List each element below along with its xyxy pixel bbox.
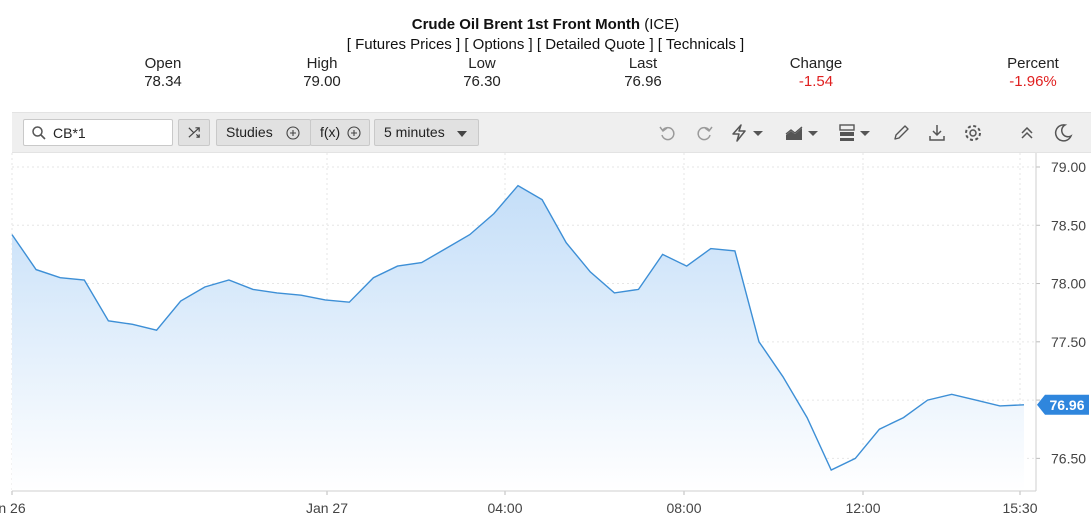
stat-label: Last — [628, 55, 658, 72]
x-tick-label: 15:30 — [1002, 500, 1037, 516]
last-price-badge — [1037, 394, 1089, 415]
price-line — [11, 184, 1025, 471]
functions-label: f(x) — [320, 124, 341, 140]
stat-value: -1.54 — [798, 73, 834, 90]
exchange-label: (ICE) — [644, 16, 680, 33]
download-icon[interactable] — [927, 123, 947, 143]
redo-icon[interactable] — [694, 123, 714, 143]
y-tick-label: 78.50 — [1051, 217, 1086, 233]
theme-icon[interactable] — [1053, 123, 1073, 143]
y-tick-label: 76.50 — [1051, 450, 1086, 466]
x-tick-label: 12:00 — [845, 500, 880, 516]
search-icon — [32, 126, 46, 140]
interval-label: 5 minutes — [384, 124, 445, 140]
x-tick-label: 04:00 — [487, 500, 522, 516]
last-price-tag: 76.96 — [1037, 394, 1089, 415]
x-tick-label: 08:00 — [666, 500, 701, 516]
quote-links: [ Futures Prices ] [ Options ] [ Detaile… — [0, 36, 1091, 53]
functions-button[interactable]: f(x) — [310, 119, 370, 146]
instrument-title: Crude Oil Brent 1st Front Month (ICE) — [0, 16, 1091, 33]
compare-button[interactable] — [178, 119, 210, 146]
x-tick-label: n 26 — [0, 500, 26, 516]
flash-icon[interactable] — [730, 123, 766, 143]
instrument-name: Crude Oil Brent 1st Front Month — [411, 16, 641, 33]
stat-label: Low — [468, 55, 496, 72]
studies-label: Studies — [226, 124, 273, 140]
quote-header: Crude Oil Brent 1st Front Month (ICE) [ … — [0, 0, 1091, 110]
stat-label: High — [306, 55, 338, 72]
stat-percent: Percent -1.96% — [995, 55, 1071, 91]
stat-label: Open — [144, 55, 182, 72]
add-circle-icon — [347, 126, 361, 140]
undo-icon[interactable] — [658, 123, 678, 143]
chart-toolbar: CB*1 Studies f(x) 5 minutes — [12, 112, 1091, 153]
price-area — [12, 185, 1024, 491]
stat-open: Open 78.34 — [133, 55, 193, 91]
y-tick-label: 79.00 — [1051, 159, 1086, 175]
stat-value: 76.30 — [463, 73, 501, 90]
futures-prices-link[interactable]: [ Futures Prices ] — [346, 36, 461, 53]
stat-value: -1.96% — [1009, 73, 1057, 90]
stat-value: 76.96 — [624, 73, 662, 90]
y-tick-label: 78.00 — [1051, 276, 1086, 292]
y-tick-label: 77.50 — [1051, 334, 1086, 350]
draw-icon[interactable] — [891, 123, 911, 143]
stat-high: High 79.00 — [292, 55, 352, 91]
interval-dropdown[interactable]: 5 minutes — [374, 119, 479, 146]
x-tick-label: Jan 27 — [306, 500, 348, 516]
caret-down-icon — [457, 131, 467, 137]
collapse-icon[interactable] — [1017, 123, 1037, 143]
stat-label: Percent — [1007, 55, 1059, 72]
last-price-label: 76.96 — [1049, 397, 1084, 413]
layout-icon[interactable] — [838, 123, 874, 143]
studies-button[interactable]: Studies — [216, 119, 311, 146]
stat-label: Change — [789, 55, 843, 72]
chart-type-icon[interactable] — [784, 123, 822, 143]
settings-icon[interactable] — [963, 123, 983, 143]
options-link[interactable]: [ Options ] — [464, 36, 533, 53]
add-circle-icon — [286, 126, 300, 140]
detailed-quote-link[interactable]: [ Detailed Quote ] — [536, 36, 654, 53]
stat-value: 79.00 — [303, 73, 341, 90]
symbol-search-value: CB*1 — [53, 125, 86, 141]
stat-change: Change -1.54 — [780, 55, 852, 91]
compare-icon — [188, 127, 200, 138]
symbol-search-input[interactable]: CB*1 — [23, 119, 173, 146]
stat-value: 78.34 — [144, 73, 182, 90]
technicals-link[interactable]: [ Technicals ] — [657, 36, 745, 53]
x-axis: n 26 Jan 27 04:00 08:00 12:00 15:30 — [0, 491, 1038, 516]
stat-low: Low 76.30 — [452, 55, 512, 91]
stat-last: Last 76.96 — [613, 55, 673, 91]
